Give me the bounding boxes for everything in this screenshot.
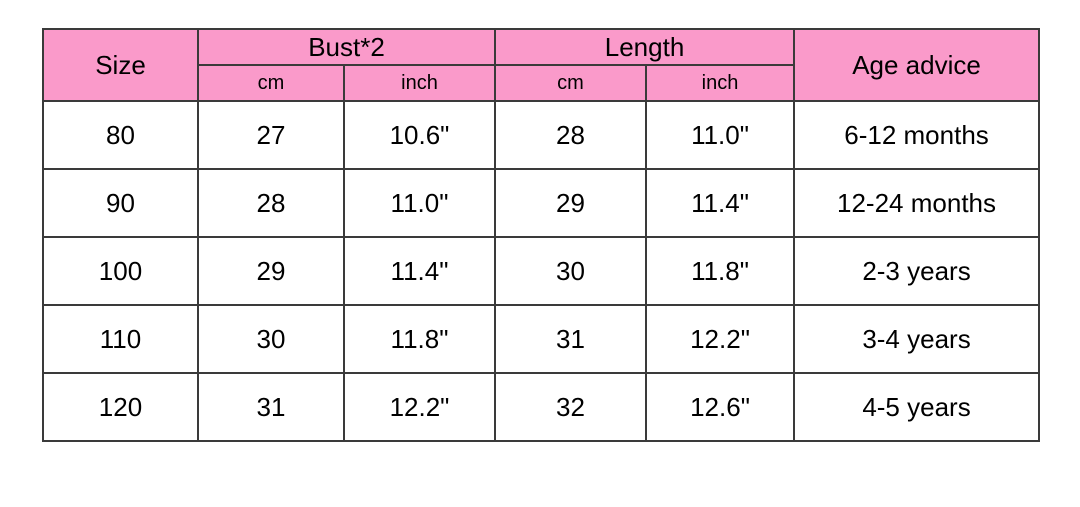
cell-bust-cm: 28 — [197, 168, 345, 238]
cell-size: 100 — [42, 236, 199, 306]
subheader-bust-inch: inch — [342, 64, 497, 102]
cell-length-cm: 29 — [494, 168, 648, 238]
header-bust: Bust*2 — [196, 28, 497, 66]
cell-bust-cm: 30 — [197, 304, 345, 374]
cell-length-cm: 28 — [494, 100, 648, 170]
subheader-length-inch: inch — [645, 64, 796, 102]
table-row: 100 29 11.4" 30 11.8" 2-3 years — [42, 236, 1041, 306]
table-row: 110 30 11.8" 31 12.2" 3-4 years — [42, 304, 1041, 374]
cell-length-inch: 11.4" — [645, 168, 796, 238]
cell-bust-inch: 11.4" — [342, 236, 497, 306]
header-age-advice: Age advice — [793, 28, 1041, 102]
cell-size: 90 — [42, 168, 199, 238]
cell-length-inch: 12.2" — [645, 304, 796, 374]
cell-bust-cm: 31 — [197, 372, 345, 442]
size-chart-table: Size Bust*2 Length Age advice cm inch cm… — [42, 28, 1041, 442]
cell-length-inch: 11.0" — [645, 100, 796, 170]
cell-bust-cm: 29 — [197, 236, 345, 306]
cell-size: 80 — [42, 100, 199, 170]
cell-age: 4-5 years — [793, 372, 1041, 442]
cell-length-cm: 31 — [494, 304, 648, 374]
cell-length-cm: 30 — [494, 236, 648, 306]
table-row: 80 27 10.6" 28 11.0" 6-12 months — [42, 100, 1041, 170]
table-row: 90 28 11.0" 29 11.4" 12-24 months — [42, 168, 1041, 238]
cell-bust-inch: 12.2" — [342, 372, 497, 442]
subheader-length-cm: cm — [494, 64, 648, 102]
subheader-bust-cm: cm — [197, 64, 345, 102]
header-size: Size — [42, 28, 199, 102]
header-length: Length — [494, 28, 796, 66]
table-row: 120 31 12.2" 32 12.6" 4-5 years — [42, 372, 1041, 442]
cell-length-cm: 32 — [494, 372, 648, 442]
cell-bust-inch: 10.6" — [342, 100, 497, 170]
cell-age: 3-4 years — [793, 304, 1041, 374]
cell-bust-cm: 27 — [197, 100, 345, 170]
cell-age: 12-24 months — [793, 168, 1041, 238]
cell-age: 2-3 years — [793, 236, 1041, 306]
cell-length-inch: 11.8" — [645, 236, 796, 306]
cell-bust-inch: 11.8" — [342, 304, 497, 374]
cell-age: 6-12 months — [793, 100, 1041, 170]
cell-length-inch: 12.6" — [645, 372, 796, 442]
cell-bust-inch: 11.0" — [342, 168, 497, 238]
cell-size: 120 — [42, 372, 199, 442]
cell-size: 110 — [42, 304, 199, 374]
